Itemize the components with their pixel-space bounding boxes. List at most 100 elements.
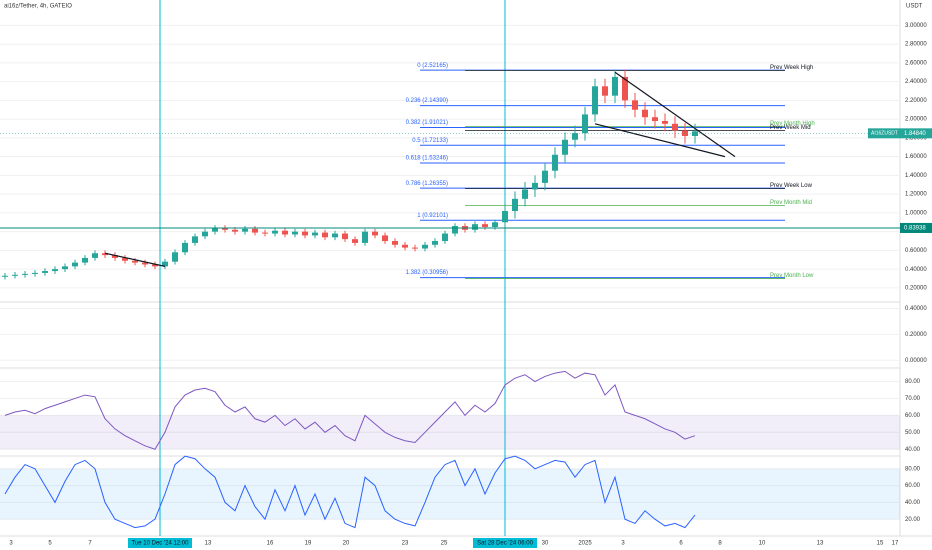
x-tick-label: 8 [718, 541, 722, 547]
candle-body [602, 86, 608, 96]
candle-body [142, 262, 148, 265]
trendline [614, 71, 736, 158]
candle-body [32, 272, 38, 274]
candle-body [332, 233, 338, 238]
candle-body [252, 228, 258, 233]
candle-body [62, 266, 68, 270]
level-label: Prev Month High [770, 121, 815, 127]
candle-body [562, 139, 568, 155]
fib-label: 0.382 (1.91021) [406, 120, 448, 126]
currency-label: USDT [906, 4, 923, 10]
level-label: Prev Week Low [770, 183, 813, 189]
y-tick-label: 1.20000 [905, 192, 927, 198]
y-tick-label: 60.00 [905, 413, 921, 419]
candle-body [372, 231, 378, 236]
y-tick-label: 2.80000 [905, 42, 927, 48]
candle-body [72, 262, 78, 267]
candle-body [232, 229, 238, 232]
fib-label: 1.382 (0.30956) [406, 270, 448, 276]
fib-label: 0 (2.52165) [417, 63, 448, 69]
y-tick-label: 1.40000 [905, 173, 927, 179]
y-tick-label: 80.00 [905, 466, 921, 472]
x-tick-label: 25 [441, 541, 448, 547]
candle-body [92, 253, 98, 258]
level-label: Prev Month Mid [770, 200, 812, 206]
candle-body [492, 222, 498, 227]
candle-body [612, 76, 618, 96]
level-label: Prev Month Low [770, 273, 814, 279]
candle-body [282, 230, 288, 235]
x-tick-label: 10 [759, 541, 766, 547]
x-tick-label: 3 [621, 541, 625, 547]
candle-body [592, 86, 598, 115]
y-tick-label: 0.40000 [905, 267, 927, 273]
y-tick-label: 2.20000 [905, 98, 927, 104]
candle-body [102, 253, 108, 256]
y-tick-label: 3.00000 [905, 23, 927, 29]
x-tick-label: 19 [305, 541, 312, 547]
x-tick-label: 15 [877, 541, 884, 547]
y-tick-label: 60.00 [905, 483, 921, 489]
indicator-band [0, 468, 900, 520]
y-tick-label: 1.00000 [905, 210, 927, 216]
current-price-symbol: AI16ZUSDT [871, 131, 898, 137]
candle-body [152, 264, 158, 267]
candle-body [432, 241, 438, 245]
candle-body [222, 227, 228, 230]
candle-body [362, 231, 368, 243]
trendline [594, 123, 726, 158]
current-price-tag [868, 128, 932, 139]
y-tick-label: 20.00 [905, 517, 921, 523]
candle-body [572, 133, 578, 140]
candle-body [302, 231, 308, 236]
x-tick-label: 17 [892, 541, 899, 547]
candle-body [262, 232, 268, 234]
x-tick-label: Tue 10 Dec '24 12:00 [132, 541, 190, 547]
x-tick-label: 20 [343, 541, 350, 547]
fib-label: 0.236 (2.14390) [406, 98, 448, 104]
level-label: Prev Week Mid [770, 125, 811, 131]
y-tick-label: 40.00 [905, 447, 921, 453]
candle-body [342, 233, 348, 240]
candle-body [392, 241, 398, 245]
candle-body [532, 182, 538, 190]
current-price-label: 1.84840 [904, 131, 926, 137]
x-tick-label: 16 [267, 541, 274, 547]
candle-body [112, 255, 118, 258]
candle-body [212, 227, 218, 232]
x-crosshair-tag [128, 538, 192, 548]
y-tick-label: 1.80000 [905, 135, 927, 141]
candle-body [12, 274, 18, 276]
candle-body [42, 271, 48, 273]
candle-body [422, 244, 428, 249]
x-tick-label: 5 [48, 541, 52, 547]
fib-label: 0.786 (1.26355) [406, 181, 448, 187]
crosshair-label: 0.83938 [904, 226, 926, 232]
x-tick-label: 7 [88, 541, 92, 547]
candle-body [402, 244, 408, 248]
x-tick-label: 3 [9, 541, 13, 547]
y-tick-label: 2.00000 [905, 117, 927, 123]
x-tick-label: 23 [402, 541, 409, 547]
candle-body [352, 239, 358, 243]
x-tick-label: 13 [817, 541, 824, 547]
candle-body [692, 131, 698, 136]
x-tick-label: 6 [679, 541, 683, 547]
candle-body [542, 170, 548, 183]
y-tick-label: 2.60000 [905, 60, 927, 66]
fib-label: 0.618 (1.53246) [406, 156, 448, 162]
y-tick-label: 0.60000 [905, 248, 927, 254]
candle-body [182, 242, 188, 253]
y-tick-label: 1.60000 [905, 154, 927, 160]
y-tick-label: 0.00000 [905, 358, 927, 364]
trendline [104, 252, 166, 267]
candle-body [52, 269, 58, 272]
candle-body [482, 224, 488, 227]
crosshair-tag [900, 222, 932, 233]
candle-body [382, 235, 388, 242]
candle-body [622, 76, 628, 101]
x-tick-label: Sat 28 Dec '24 06:00 [477, 541, 534, 547]
y-tick-label: 0.20000 [905, 286, 927, 292]
candle-body [292, 231, 298, 235]
level-label: Prev Week High [770, 65, 813, 71]
